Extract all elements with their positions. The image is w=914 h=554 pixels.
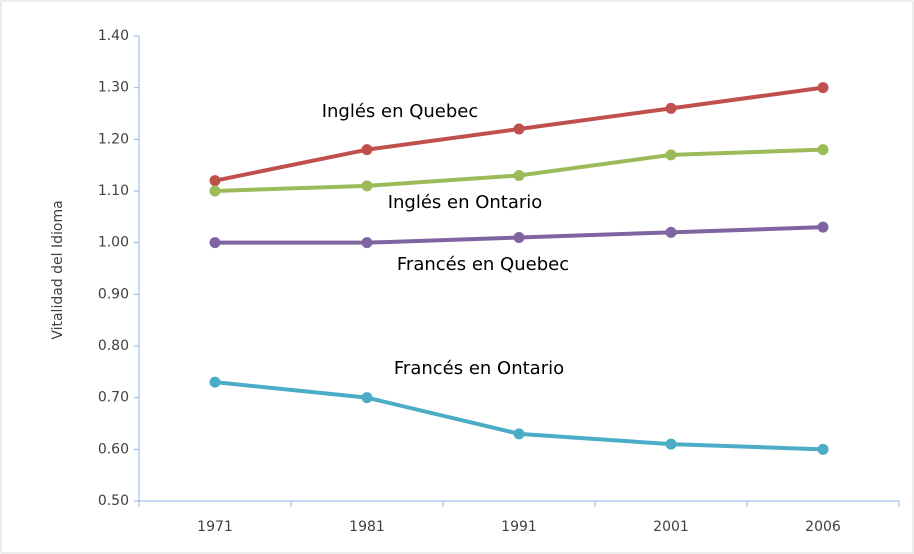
data-point [513,428,525,440]
data-point [665,149,677,161]
data-point [817,144,829,156]
y-tick-label: 1.10 [98,183,129,199]
data-point [817,82,829,94]
series-label: Inglés en Quebec [322,101,479,122]
x-tick-label: 2001 [653,519,689,535]
y-tick-label: 0.60 [98,441,129,457]
data-point [361,180,373,192]
y-tick-label: 0.80 [98,338,129,354]
y-tick-label: 1.30 [98,80,129,96]
y-tick-label: 0.50 [98,493,129,509]
data-point [361,144,373,156]
data-point [513,170,525,181]
data-point [665,102,677,114]
data-point [817,221,829,233]
data-point [513,123,525,135]
data-point [209,237,221,249]
x-tick-label: 1981 [349,519,385,535]
data-point [361,237,373,249]
data-point [361,392,373,404]
data-point [665,226,677,238]
data-point [513,232,525,243]
x-tick-label: 2006 [805,519,841,535]
y-tick-label: 0.70 [98,390,129,406]
y-axis-label: Vitalidad del Idioma [50,200,66,339]
data-point [665,438,677,450]
y-tick-label: 1.20 [98,131,129,147]
series-label: Inglés en Ontario [388,192,543,213]
series-label: Francés en Quebec [397,254,569,275]
data-point [209,175,221,187]
series-label: Francés en Ontario [394,358,564,379]
data-point [209,376,221,388]
y-tick-label: 1.40 [98,28,129,44]
data-point [209,185,221,197]
data-point [817,443,829,455]
y-tick-label: 1.00 [98,235,129,251]
y-tick-label: 0.90 [98,286,129,302]
x-tick-label: 1991 [501,519,537,535]
x-tick-label: 1971 [197,519,233,535]
